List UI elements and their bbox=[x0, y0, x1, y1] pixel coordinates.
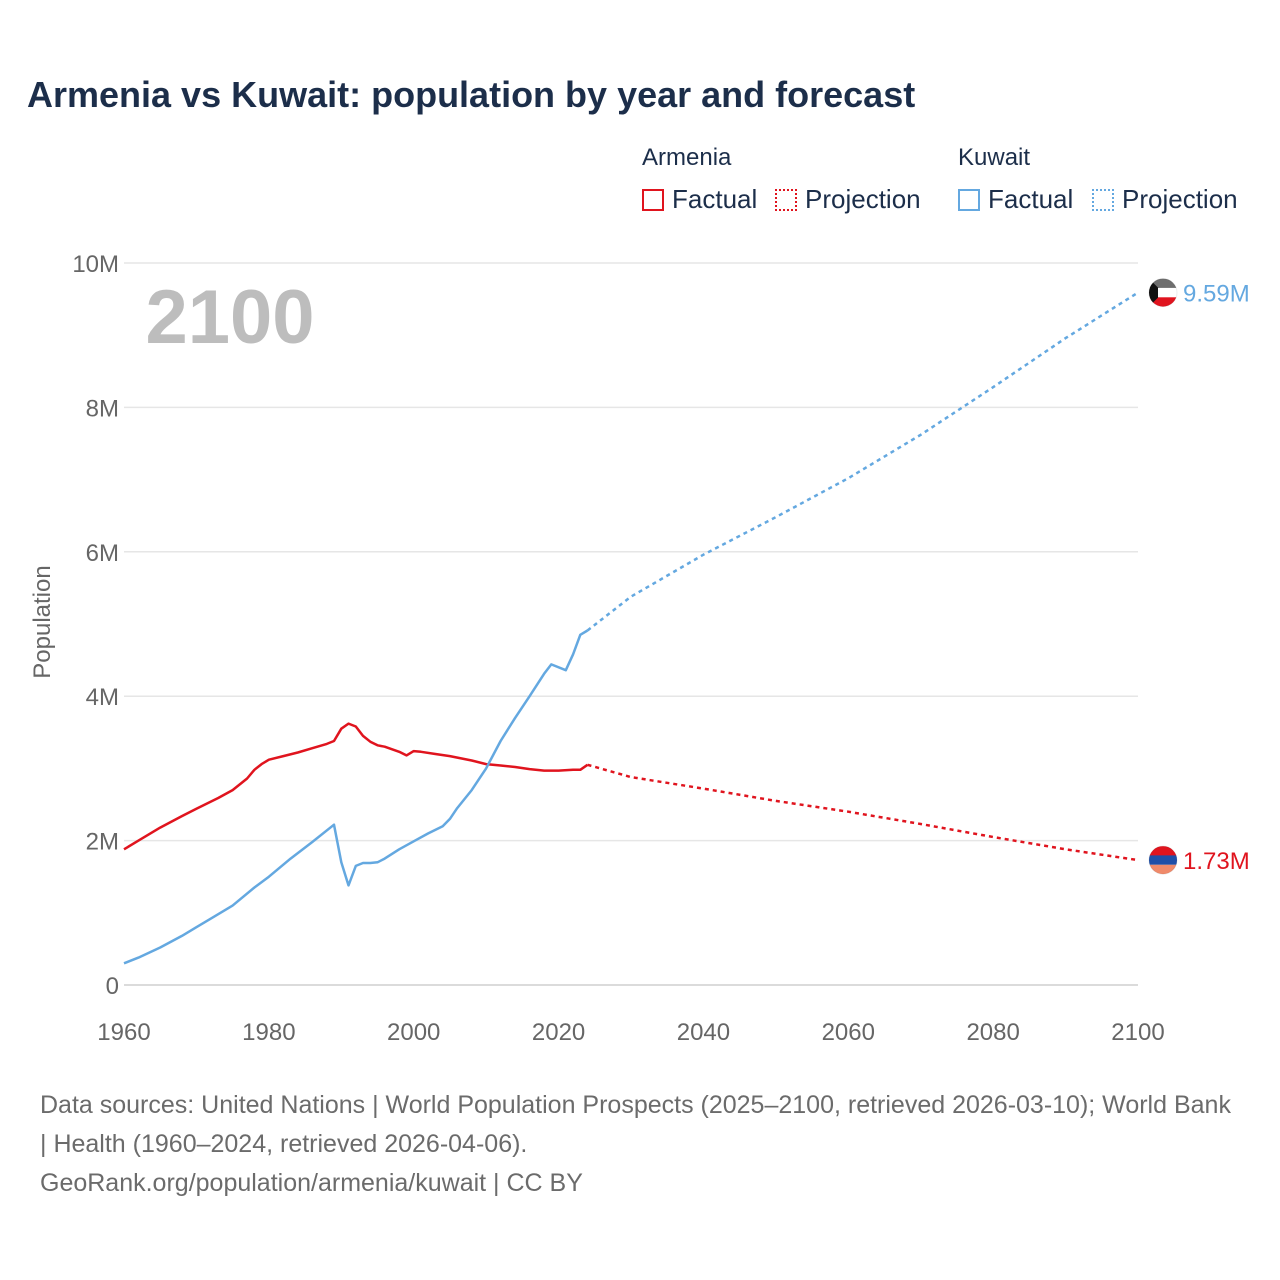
x-tick-label: 2000 bbox=[387, 1019, 440, 1046]
armenia-flag-outline bbox=[1148, 845, 1178, 875]
x-tick-label: 2080 bbox=[966, 1019, 1019, 1046]
grid-lines bbox=[124, 262, 1138, 986]
legend-label: Factual bbox=[988, 184, 1074, 214]
legend-swatch-solid-blue bbox=[958, 188, 980, 211]
y-tick-label: 0 bbox=[106, 973, 119, 1000]
x-tick-label: 1960 bbox=[97, 1019, 150, 1046]
footer: Data sources: United Nations | World Pop… bbox=[40, 1086, 1240, 1203]
kuwait-flag-icon bbox=[1149, 278, 1177, 307]
y-axis-label: Population bbox=[29, 565, 56, 678]
population-line-chart: 0 2M 4M 6M 8M 10M 1960 1980 2000 2020 2040 2060 208… bbox=[29, 251, 1250, 1046]
series-lines bbox=[123, 291, 1139, 965]
legend-label: Factual bbox=[672, 184, 758, 214]
kuwait-factual-line bbox=[123, 629, 589, 965]
legend-swatch-solid-red bbox=[642, 188, 664, 211]
y-tick-label: 4M bbox=[86, 684, 119, 711]
legend-swatch-dotted-red bbox=[775, 188, 797, 211]
x-tick-label: 2020 bbox=[532, 1019, 585, 1046]
x-axis-ticks: 1960 1980 2000 2020 2040 2060 2080 2100 bbox=[97, 1019, 1164, 1046]
legend-armenia-factual[interactable]: Factual bbox=[642, 184, 757, 215]
armenia-projection-line bbox=[587, 763, 1139, 862]
y-tick-label: 8M bbox=[86, 395, 119, 422]
legend-armenia-projection[interactable]: Projection bbox=[775, 184, 921, 215]
chart-title: Armenia vs Kuwait: population by year an… bbox=[27, 74, 916, 115]
kuwait-end-value-label: 9.59M bbox=[1183, 281, 1250, 308]
data-sources-text: Data sources: United Nations | World Pop… bbox=[40, 1091, 1231, 1158]
y-tick-label: 10M bbox=[72, 251, 119, 278]
armenia-flag-icon bbox=[1149, 846, 1177, 875]
x-tick-label: 2040 bbox=[677, 1019, 730, 1046]
big-year-label: 2100 bbox=[145, 275, 314, 360]
end-markers: 1.73M 9.59M bbox=[1148, 278, 1250, 875]
legend-kuwait-factual[interactable]: Factual bbox=[958, 184, 1073, 215]
legend-kuwait-projection[interactable]: Projection bbox=[1092, 184, 1238, 215]
y-tick-label: 6M bbox=[86, 540, 119, 567]
site-credit-link[interactable]: GeoRank.org/population/armenia/kuwait | … bbox=[40, 1169, 583, 1197]
y-tick-label: 2M bbox=[86, 829, 119, 856]
legend-title-armenia: Armenia bbox=[642, 144, 732, 171]
kuwait-flag-outline bbox=[1148, 278, 1178, 308]
legend-label: Projection bbox=[1122, 184, 1238, 214]
legend-swatch-dotted-blue bbox=[1092, 188, 1114, 211]
armenia-end-value-label: 1.73M bbox=[1183, 848, 1250, 875]
x-tick-label: 1980 bbox=[242, 1019, 295, 1046]
armenia-factual-line bbox=[123, 722, 589, 851]
kuwait-projection-line bbox=[586, 291, 1139, 632]
legend-label: Projection bbox=[805, 184, 921, 214]
y-axis-ticks: 0 2M 4M 6M 8M 10M bbox=[72, 251, 119, 1000]
x-tick-label: 2060 bbox=[822, 1019, 875, 1046]
legend-title-kuwait: Kuwait bbox=[958, 144, 1031, 171]
x-tick-label: 2100 bbox=[1111, 1019, 1164, 1046]
